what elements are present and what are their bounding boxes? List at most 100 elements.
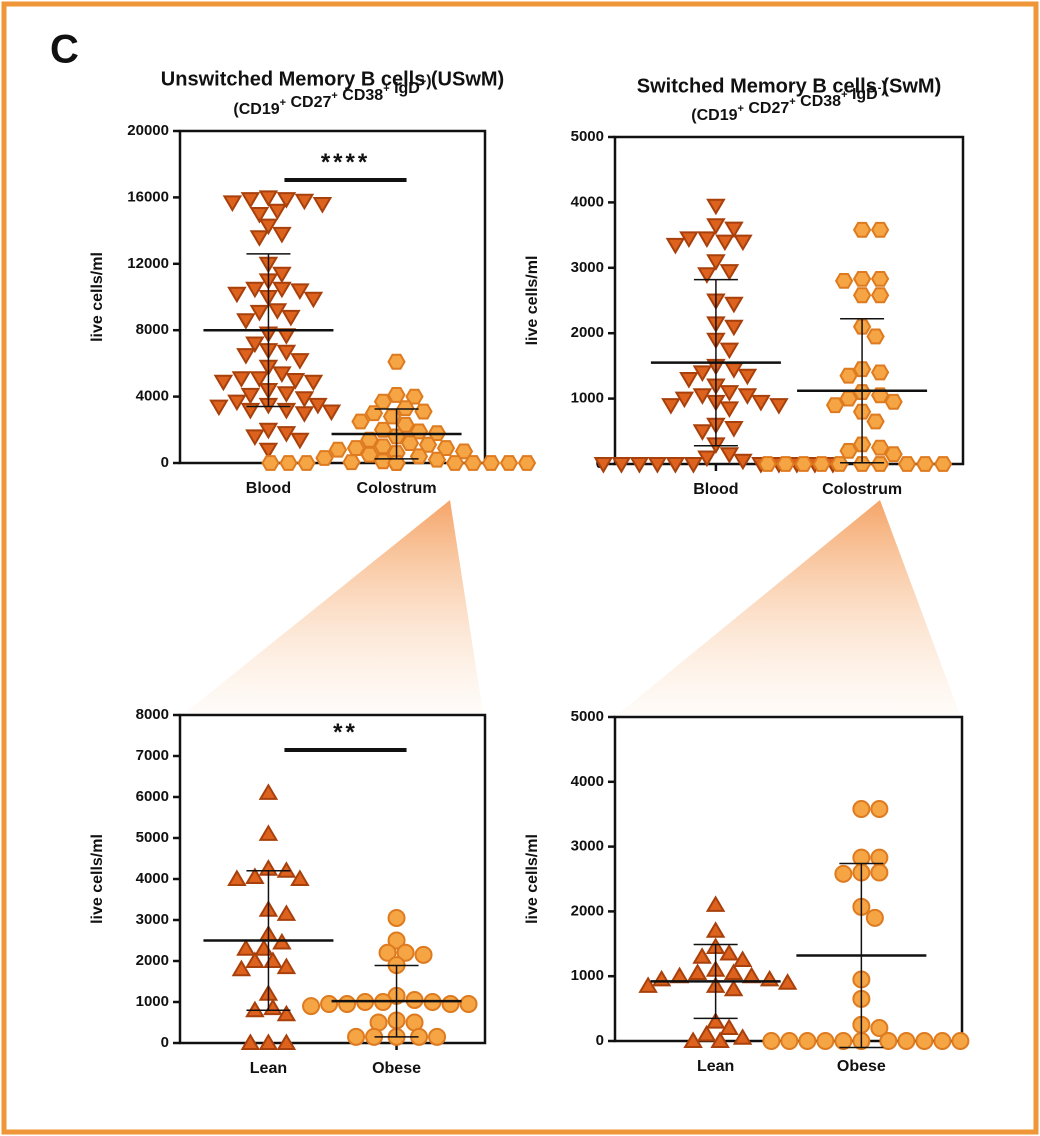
data-point bbox=[249, 207, 270, 224]
data-point bbox=[346, 440, 366, 456]
data-point bbox=[737, 388, 758, 405]
x-tick-label: Obese bbox=[372, 1060, 421, 1077]
data-point bbox=[692, 947, 712, 964]
data-point bbox=[459, 995, 478, 1014]
subtitle-sup: - bbox=[878, 82, 882, 94]
data-point bbox=[261, 455, 280, 471]
data-point bbox=[638, 976, 658, 993]
data-point bbox=[227, 394, 247, 412]
plot-frame bbox=[613, 715, 964, 1043]
data-point bbox=[267, 203, 288, 221]
data-point bbox=[870, 364, 890, 381]
chart-subtitle: (CD19+ CD27+ CD38+ IgD+) bbox=[233, 73, 431, 118]
x-tick-label: Obese bbox=[837, 1058, 886, 1075]
subtitle-text: (CD19 bbox=[233, 101, 279, 118]
data-point bbox=[267, 303, 288, 320]
data-point bbox=[414, 945, 433, 964]
subtitle-text: (CD19 bbox=[691, 107, 737, 124]
y-tick-label: 0 bbox=[161, 1034, 169, 1051]
data-point bbox=[303, 374, 324, 392]
data-point bbox=[710, 1031, 730, 1048]
y-tick-label: 12000 bbox=[127, 255, 169, 272]
subtitle-sup: + bbox=[737, 103, 743, 115]
significance-label: ** bbox=[333, 719, 358, 746]
subtitle-sup: + bbox=[420, 76, 426, 88]
subtitle-text: ) bbox=[426, 73, 431, 90]
data-point bbox=[405, 388, 424, 405]
y-axis-label: live cells/ml bbox=[89, 252, 106, 342]
data-point bbox=[706, 254, 726, 271]
data-point bbox=[825, 397, 845, 414]
data-point bbox=[258, 190, 279, 207]
data-point bbox=[315, 450, 334, 466]
data-point bbox=[852, 800, 871, 819]
data-point bbox=[629, 457, 650, 474]
subtitle-text: CD38 bbox=[338, 87, 383, 104]
data-point bbox=[830, 456, 849, 472]
data-point bbox=[312, 197, 333, 214]
y-axis-label: live cells/ml bbox=[524, 256, 541, 346]
data-point bbox=[723, 979, 744, 997]
data-point bbox=[290, 432, 310, 450]
data-point bbox=[866, 328, 885, 345]
data-point bbox=[794, 456, 813, 472]
data-point bbox=[285, 373, 306, 390]
data-point bbox=[373, 438, 393, 455]
data-point bbox=[276, 426, 297, 443]
data-point bbox=[933, 456, 953, 472]
data-point bbox=[884, 393, 903, 410]
data-point bbox=[254, 939, 274, 956]
data-point bbox=[294, 193, 315, 211]
data-point bbox=[213, 374, 234, 392]
data-point bbox=[715, 234, 735, 252]
data-point bbox=[758, 456, 777, 472]
y-tick-label: 4000 bbox=[571, 193, 604, 210]
data-point bbox=[258, 442, 279, 460]
y-tick-label: 1000 bbox=[136, 993, 169, 1010]
subtitle-text: ) bbox=[881, 79, 886, 96]
data-point bbox=[692, 365, 713, 382]
data-point bbox=[231, 371, 252, 388]
data-point bbox=[222, 195, 243, 212]
data-point bbox=[387, 353, 406, 370]
data-point bbox=[263, 998, 283, 1016]
data-point bbox=[236, 348, 256, 365]
y-axis-label: live cells/ml bbox=[524, 834, 541, 924]
data-point bbox=[276, 957, 297, 975]
data-point bbox=[294, 406, 315, 423]
data-point bbox=[279, 455, 298, 471]
data-point bbox=[240, 192, 261, 209]
data-point bbox=[499, 455, 519, 471]
data-point bbox=[272, 281, 292, 299]
data-point bbox=[290, 283, 310, 300]
y-tick-label: 4000 bbox=[136, 388, 169, 405]
data-point bbox=[338, 995, 357, 1014]
y-tick-label: 0 bbox=[161, 454, 169, 471]
data-point bbox=[897, 456, 917, 472]
data-point bbox=[400, 435, 420, 451]
data-point bbox=[240, 387, 261, 405]
data-point bbox=[852, 456, 872, 472]
data-point bbox=[665, 457, 686, 474]
y-tick-label: 3000 bbox=[571, 259, 604, 276]
data-point bbox=[751, 394, 771, 412]
data-point bbox=[724, 319, 744, 337]
data-point bbox=[812, 456, 831, 472]
data-point bbox=[852, 271, 872, 287]
data-point bbox=[427, 451, 447, 468]
data-point bbox=[436, 440, 456, 456]
data-point bbox=[852, 287, 872, 304]
x-tick-label: Lean bbox=[250, 1060, 287, 1077]
data-point bbox=[777, 973, 798, 990]
data-point bbox=[870, 863, 889, 882]
chart-subtitle: (CD19+ CD27+ CD38+ IgD-) bbox=[691, 79, 886, 124]
data-point bbox=[679, 372, 699, 389]
data-point bbox=[705, 1012, 726, 1029]
y-tick-label: 20000 bbox=[127, 122, 169, 139]
subtitle-text: IgD bbox=[390, 80, 420, 97]
data-point bbox=[240, 1033, 261, 1050]
y-tick-label: 1000 bbox=[571, 967, 604, 984]
data-point bbox=[719, 385, 740, 402]
data-point bbox=[834, 1032, 853, 1050]
data-point bbox=[865, 908, 884, 927]
